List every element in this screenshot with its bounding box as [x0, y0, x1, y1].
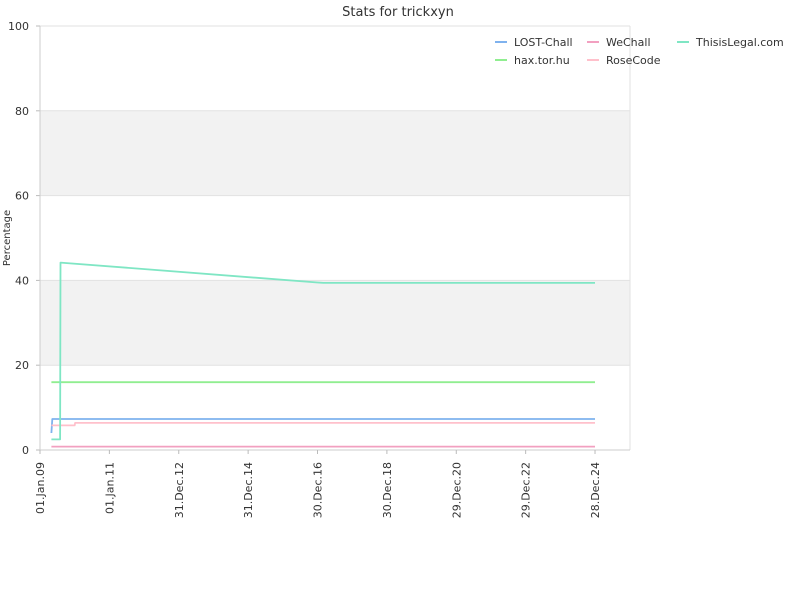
legend-label: ThisisLegal.com	[695, 36, 784, 49]
x-tick-label: 28.Dec.24	[589, 462, 602, 518]
y-tick-label: 60	[15, 190, 29, 203]
legend-label: hax.tor.hu	[514, 54, 570, 67]
y-tick-label: 20	[15, 359, 29, 372]
legend-label: LOST-Chall	[514, 36, 573, 49]
x-tick-label: 01.Jan.11	[103, 462, 116, 514]
y-tick-label: 0	[22, 444, 29, 457]
series-line-5	[51, 261, 595, 441]
plot-grid	[40, 25, 630, 451]
x-tick-label: 30.Dec.16	[312, 462, 325, 518]
x-tick-label: 30.Dec.18	[381, 462, 394, 518]
x-tick-label: 31.Dec.14	[242, 462, 255, 518]
x-tick-label: 29.Dec.20	[450, 462, 463, 518]
plot-series	[50, 261, 595, 448]
y-tick-label: 80	[15, 105, 29, 118]
y-axis-label: Percentage	[2, 210, 13, 266]
plot-axes: 0 20 40 60 80 100 01.Jan.09 01.Jan.11 31.Dec.12 3…	[8, 20, 631, 518]
plot-bands	[40, 110, 630, 366]
grid-band	[40, 110, 630, 196]
x-tick-label: 01.Jan.09	[34, 462, 47, 514]
x-tick-label: 31.Dec.12	[173, 462, 186, 518]
y-tick-label: 40	[15, 274, 29, 287]
series-line-4	[51, 422, 595, 427]
legend-label: WeChall	[606, 36, 651, 49]
chart-legend: LOST-Chall hax.tor.hu WeChall RoseCode Thisi…	[495, 36, 784, 67]
chart-title: Stats for trickxyn	[342, 5, 454, 20]
y-tick-label: 100	[8, 20, 29, 33]
series-line-1	[50, 418, 595, 434]
legend-label: RoseCode	[606, 54, 661, 67]
grid-band	[40, 280, 630, 366]
x-tick-label: 29.Dec.22	[520, 462, 533, 518]
